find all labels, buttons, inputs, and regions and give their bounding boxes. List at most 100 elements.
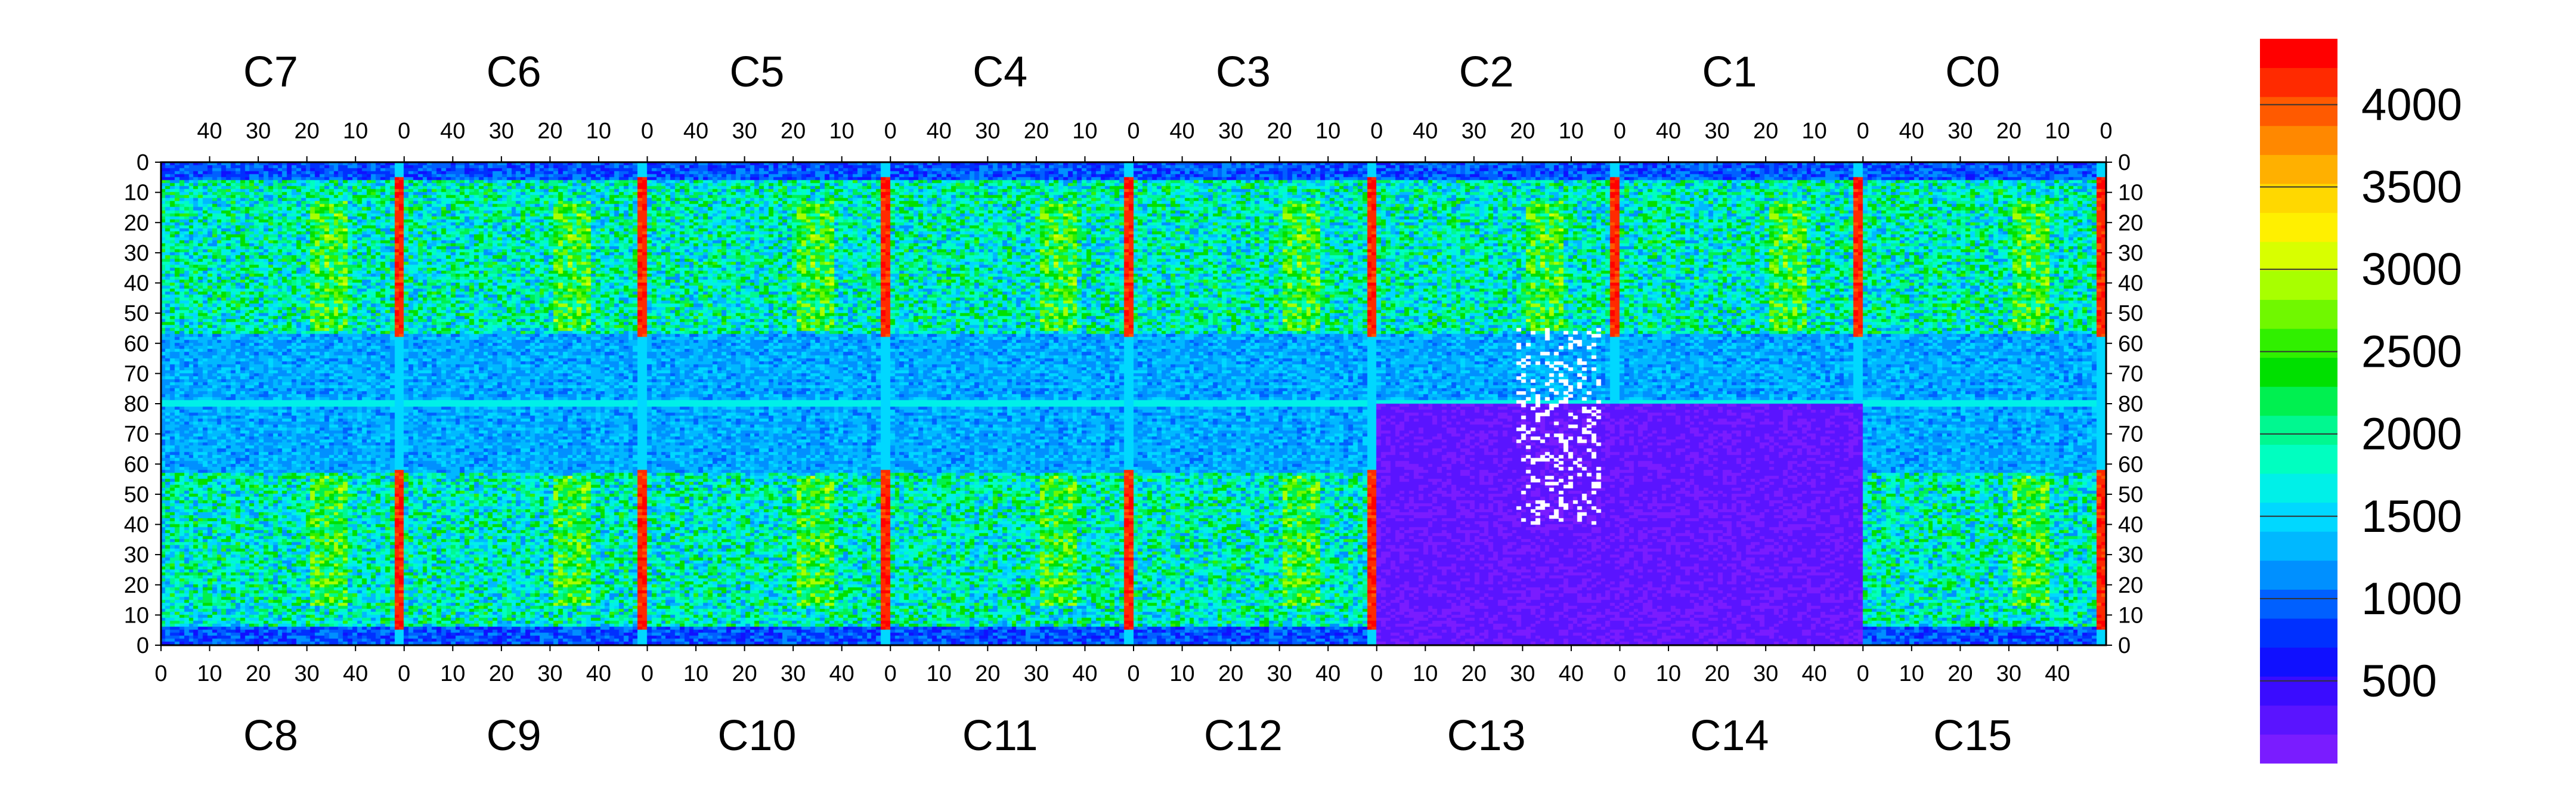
col-tick-label-bottom: 40 [829,661,854,686]
col-tick-label-top: 40 [1413,119,1438,144]
col-tick-label-bottom: 30 [1996,661,2021,686]
chip-label-top: C5 [729,48,784,96]
heatmap-canvas [161,162,2106,645]
chip-label-top: C0 [1945,48,2000,96]
col-tick-label-bottom: 20 [489,661,514,686]
colorbar-tick-label: 1500 [2361,491,2462,542]
chip-label-bottom: C9 [487,712,541,760]
col-tick-label-top: 20 [1996,119,2021,144]
row-tick-label: 0 [2118,150,2131,175]
col-tick-label-top: 40 [1169,119,1194,144]
col-tick-label-top: 0 [1127,119,1140,144]
chip-label-bottom: C10 [717,712,796,760]
col-tick-label-bottom: 0 [1370,661,1383,686]
chip-label-top: C2 [1459,48,1514,96]
col-tick-label-top: 40 [1899,119,1924,144]
chip-label-bottom: C11 [962,712,1038,760]
col-tick-label-bottom: 20 [732,661,757,686]
chip-label-top: C1 [1702,48,1757,96]
col-tick-label-bottom: 20 [1948,661,1973,686]
chip-label-top: C4 [973,48,1027,96]
col-tick-label-top: 20 [1753,119,1778,144]
col-tick-label-top: 10 [1072,119,1097,144]
col-tick-label-top: 20 [1267,119,1292,144]
colorbar-swatch [2260,444,2337,474]
row-tick-label: 0 [137,150,149,175]
col-tick-label-top: 10 [1559,119,1584,144]
col-tick-label-top: 20 [1510,119,1535,144]
chip-label-top: C7 [243,48,298,96]
colorbar-swatch [2260,270,2337,300]
chip-label-bottom: C14 [1690,712,1769,760]
col-tick-label-bottom: 10 [1169,661,1194,686]
col-tick-label-bottom: 30 [1510,661,1535,686]
col-tick-label-top: 10 [1315,119,1340,144]
row-tick-label: 30 [2118,241,2143,266]
col-tick-label-bottom: 10 [1899,661,1924,686]
row-tick-label: 60 [124,452,149,477]
colorbar-swatch [2260,618,2337,648]
colorbar-swatch [2260,299,2337,329]
col-tick-label-bottom: 10 [683,661,708,686]
chip-label-bottom: C15 [1933,712,2012,760]
col-tick-label-bottom: 40 [1072,661,1097,686]
row-tick-label: 40 [124,271,149,296]
col-tick-label-top: 40 [927,119,952,144]
row-tick-label: 20 [2118,210,2143,236]
col-tick-label-top: 10 [829,119,854,144]
col-tick-label-bottom: 40 [1559,661,1584,686]
colorbar-swatch [2260,154,2337,184]
colorbar-swatch [2260,647,2337,677]
col-tick-label-bottom: 0 [641,661,654,686]
colorbar-swatch [2260,502,2337,532]
row-tick-label: 0 [2118,633,2131,658]
col-tick-label-bottom: 0 [1614,661,1626,686]
colorbar-swatch [2260,242,2337,271]
colorbar-tick-label: 3500 [2361,162,2462,213]
col-tick-label-top: 30 [1462,119,1487,144]
heatmap-image [161,162,2106,645]
colorbar-swatch [2260,212,2337,242]
colorbar-swatch [2260,329,2337,358]
row-tick-label: 30 [124,543,149,568]
col-tick-label-top: 30 [1948,119,1973,144]
col-tick-label-bottom: 20 [246,661,271,686]
col-tick-label-top: 0 [1857,119,1869,144]
row-tick-label: 40 [2118,513,2143,538]
row-tick-label: 40 [124,513,149,538]
col-tick-label-bottom: 20 [1462,661,1487,686]
col-tick-label-bottom: 20 [1218,661,1243,686]
colorbar-swatch [2260,473,2337,503]
colorbar-tick-label: 1000 [2361,574,2462,624]
row-tick-label: 70 [2118,422,2143,447]
colorbar-tick-label: 2000 [2361,409,2462,460]
col-tick-label-top: 10 [1802,119,1827,144]
colorbar-swatch [2260,734,2337,764]
col-tick-label-top: 40 [683,119,708,144]
row-tick-label: 50 [124,482,149,507]
row-tick-label: 20 [124,573,149,598]
row-tick-label: 10 [124,181,149,206]
chip-label-bottom: C12 [1204,712,1283,760]
chip-label-bottom: C8 [243,712,298,760]
colorbar-swatch [2260,705,2337,735]
row-tick-label: 50 [2118,482,2143,507]
col-tick-label-bottom: 20 [1704,661,1729,686]
col-tick-label-bottom: 0 [1857,661,1869,686]
col-tick-label-top: 20 [781,119,806,144]
col-tick-label-bottom: 40 [586,661,611,686]
chip-label-bottom: C13 [1447,712,1526,760]
col-tick-label-top: 0 [1370,119,1383,144]
col-tick-label-top: 10 [2045,119,2070,144]
row-tick-label: 60 [2118,332,2143,357]
row-tick-label: 60 [2118,452,2143,477]
chip-label-top: C6 [487,48,541,96]
col-tick-label-top: 30 [489,119,514,144]
col-tick-label-bottom: 30 [295,661,320,686]
col-tick-label-top: 0 [641,119,654,144]
colorbar-swatch [2260,589,2337,619]
col-tick-label-top: 20 [295,119,320,144]
col-tick-label-bottom: 30 [537,661,562,686]
col-tick-label-bottom: 40 [343,661,368,686]
